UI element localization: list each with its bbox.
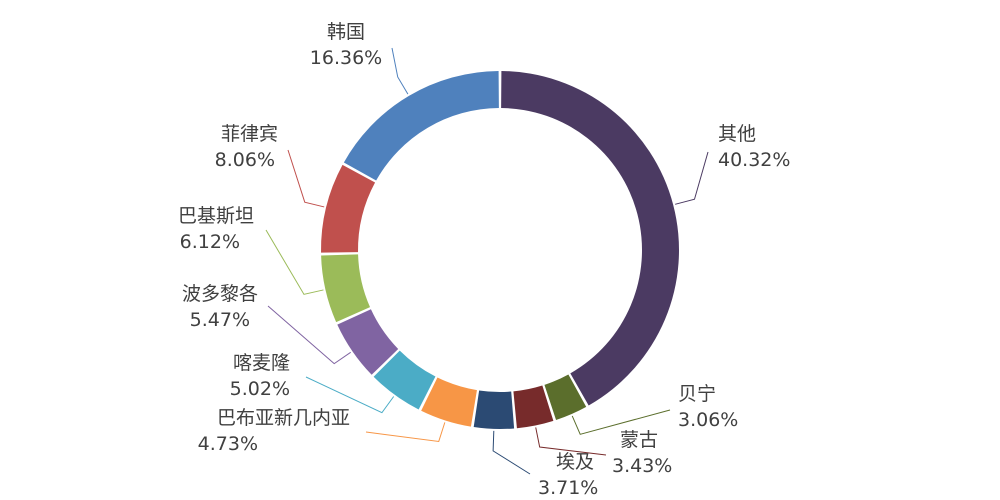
leader-line — [535, 427, 607, 456]
slice-label: 蒙古 — [620, 429, 658, 451]
donut-slice — [321, 254, 371, 323]
leader-line — [391, 47, 409, 95]
leader-line — [265, 229, 324, 295]
slice-percent-label: 5.02% — [230, 378, 290, 400]
slice-percent-label: 16.36% — [310, 47, 382, 69]
slice-percent-label: 4.73% — [198, 433, 258, 455]
slice-percent-label: 3.71% — [538, 477, 598, 499]
leader-lines-layer — [265, 47, 709, 475]
slice-label: 贝宁 — [678, 383, 716, 405]
donut-slice — [544, 374, 587, 420]
slice-label: 韩国 — [327, 21, 365, 43]
slice-label: 菲律宾 — [221, 123, 278, 145]
slice-percent-label: 5.47% — [190, 309, 250, 331]
donut-slice — [321, 164, 376, 253]
slice-percent-label: 40.32% — [718, 149, 790, 171]
slice-label: 波多黎各 — [182, 283, 258, 305]
donut-slice — [513, 385, 554, 429]
slice-label: 埃及 — [556, 451, 594, 473]
slice-label: 其他 — [718, 123, 756, 145]
slice-label: 巴基斯坦 — [178, 205, 254, 227]
leader-line — [675, 151, 709, 205]
labels-layer: 其他 40.32% 贝宁 3.06% 蒙古 3.43% 埃及 3.71% 巴布亚新几内亚 4.73… — [178, 21, 790, 499]
donut-slice — [501, 71, 679, 406]
slice-percent-label: 6.12% — [180, 231, 240, 253]
slice-label: 巴布亚新几内亚 — [217, 407, 350, 429]
slice-percent-label: 8.06% — [215, 149, 275, 171]
donut-slice — [343, 71, 499, 181]
leader-line — [365, 422, 446, 442]
slice-percent-label: 3.43% — [612, 455, 672, 477]
leader-line — [305, 376, 395, 414]
leader-line — [492, 430, 531, 475]
donut-slice — [373, 350, 436, 410]
donut-slice — [337, 309, 399, 375]
slice-label: 喀麦隆 — [233, 352, 290, 374]
leader-line — [267, 305, 351, 365]
slices-layer — [321, 71, 679, 429]
slice-percent-label: 3.06% — [678, 409, 738, 431]
leader-line — [287, 149, 325, 208]
leader-line — [571, 409, 671, 435]
donut-slice — [421, 377, 477, 427]
donut-slice — [473, 390, 515, 429]
